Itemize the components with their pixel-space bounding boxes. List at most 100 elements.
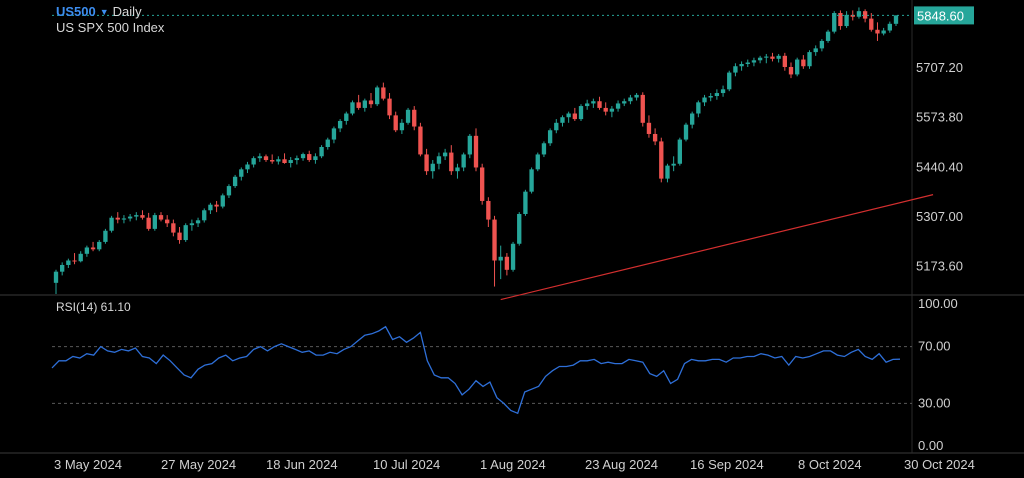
candle-body	[770, 56, 775, 59]
candle-body	[634, 94, 639, 98]
candle-body	[461, 154, 466, 168]
candle-body	[603, 107, 608, 112]
candle	[418, 122, 423, 157]
candle	[449, 145, 454, 175]
candle-body	[547, 130, 553, 144]
candle-body	[362, 100, 367, 108]
candle	[665, 163, 670, 183]
candle	[504, 253, 510, 276]
candle	[276, 156, 281, 165]
candle-body	[832, 13, 837, 32]
candle-body	[881, 30, 886, 34]
candle-body	[844, 14, 849, 27]
candle-body	[646, 122, 652, 134]
candle	[702, 94, 707, 107]
candle-body	[121, 218, 127, 220]
candle-body	[869, 18, 874, 30]
x-tick-label: 23 Aug 2024	[585, 457, 658, 472]
candle	[84, 245, 90, 257]
candle	[189, 219, 195, 231]
candle-body	[455, 167, 460, 172]
candle	[239, 167, 244, 181]
candle	[66, 258, 71, 268]
candle	[455, 163, 460, 179]
candle	[220, 193, 225, 209]
candle	[165, 215, 170, 228]
candle-body	[492, 219, 497, 261]
candle	[615, 100, 621, 112]
price-tick-label: 5173.60	[916, 259, 963, 274]
candle	[764, 53, 769, 64]
candle-body	[856, 11, 862, 17]
candle-body	[727, 72, 732, 90]
chevron-down-icon[interactable]: ▼	[99, 7, 109, 17]
symbol-selector[interactable]: US500	[56, 4, 96, 19]
candle-body	[720, 89, 726, 94]
candle-body	[66, 260, 71, 265]
chart-header: US500 ▼ Daily US SPX 500 Index	[56, 4, 164, 36]
candle-body	[702, 97, 707, 103]
candle-body	[776, 55, 781, 59]
candle-body	[60, 264, 65, 272]
candle	[381, 82, 386, 101]
candle-body	[745, 62, 750, 65]
candle-body	[510, 243, 516, 270]
candle	[103, 228, 108, 244]
candle	[597, 96, 602, 110]
candle	[461, 152, 466, 172]
candle-body	[677, 139, 682, 164]
candle-body	[319, 147, 324, 157]
candle	[53, 269, 59, 294]
candle	[875, 22, 880, 41]
candle-body	[665, 165, 670, 179]
price-tick-label: 5707.20	[916, 60, 963, 75]
candle	[337, 119, 343, 133]
candle	[801, 55, 806, 69]
candle	[78, 251, 83, 263]
candle-body	[109, 217, 114, 231]
candle-body	[165, 219, 170, 224]
candle	[319, 145, 324, 159]
candle-body	[690, 113, 695, 125]
candle	[887, 21, 892, 33]
candle	[714, 89, 720, 100]
candle	[177, 227, 182, 244]
price-tick-label: 5440.40	[916, 159, 963, 174]
candle-body	[652, 133, 658, 142]
candle	[270, 154, 275, 164]
candle-body	[115, 217, 120, 220]
candle-body	[535, 154, 540, 170]
x-tick-label: 3 May 2024	[54, 457, 122, 472]
candle-body	[751, 60, 757, 63]
candle	[393, 111, 398, 133]
candle	[405, 107, 411, 125]
candle-body	[424, 154, 429, 172]
candle-body	[591, 101, 596, 104]
candle-body	[399, 122, 405, 131]
candle	[572, 107, 577, 121]
candle	[720, 85, 726, 97]
timeframe-label[interactable]: Daily	[112, 4, 142, 19]
candle-body	[195, 220, 201, 224]
candle	[90, 241, 96, 252]
candle	[430, 160, 435, 179]
candle-body	[84, 247, 90, 254]
candle	[97, 240, 102, 252]
candle-body	[764, 56, 769, 58]
candle-body	[90, 247, 96, 250]
candle	[486, 197, 491, 228]
candle	[480, 163, 485, 205]
candle	[788, 62, 794, 79]
candle-body	[288, 160, 293, 164]
candle-body	[696, 102, 701, 114]
candle-body	[214, 204, 219, 207]
candle	[60, 262, 65, 276]
candle-body	[53, 271, 59, 283]
candle-body	[523, 191, 528, 214]
candle	[523, 189, 528, 216]
candle-body	[782, 55, 787, 67]
candle	[195, 217, 201, 228]
candle	[282, 153, 287, 164]
